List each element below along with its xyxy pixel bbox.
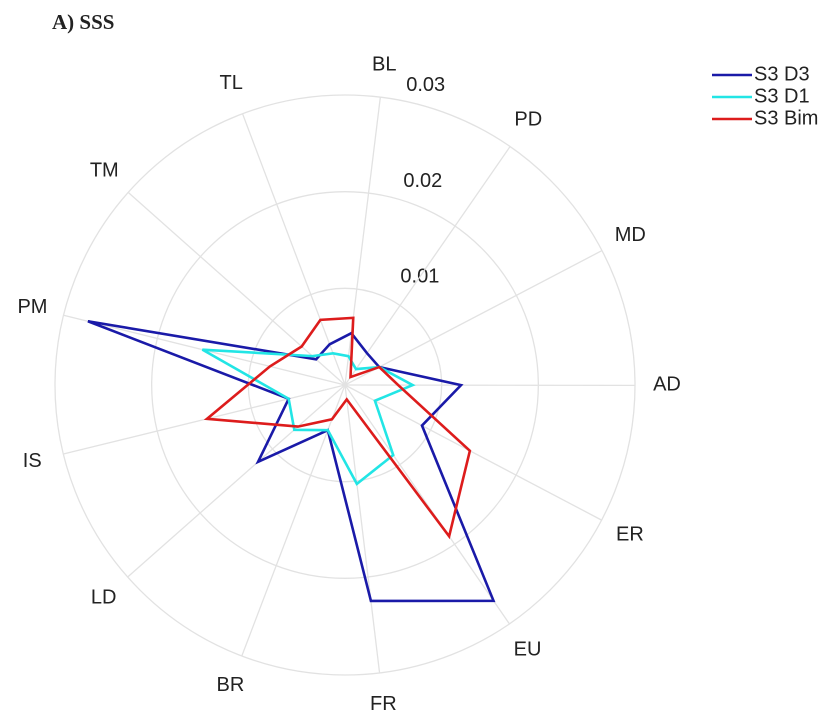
spoke (241, 113, 346, 386)
spoke (344, 249, 603, 386)
legend-label: S3 D3 (754, 63, 810, 85)
category-label: ER (616, 523, 644, 545)
r-tick-label: 0.03 (406, 74, 445, 96)
category-label: PD (514, 109, 542, 131)
category-label: AD (653, 374, 681, 396)
category-label: EU (514, 639, 542, 661)
r-tick-label: 0.02 (403, 170, 442, 192)
category-label: MD (615, 224, 646, 246)
spoke (344, 384, 602, 521)
category-label: BR (217, 674, 245, 696)
category-label: BL (372, 54, 396, 76)
legend-label: S3 Bim (754, 107, 818, 129)
chart-title: A) SSS (52, 10, 114, 34)
spoke (344, 97, 381, 386)
spoke (344, 146, 511, 386)
category-label: LD (91, 586, 117, 608)
spoke (127, 191, 346, 386)
spoke (344, 384, 381, 674)
spoke (127, 384, 346, 578)
category-label: TM (90, 159, 119, 181)
legend-label: S3 D1 (754, 85, 810, 107)
category-label: IS (23, 450, 42, 472)
category-label: TL (220, 72, 243, 94)
category-label: PM (17, 296, 47, 318)
category-label: FR (370, 693, 397, 715)
series-polygon (201, 348, 416, 486)
series-polygon (203, 316, 472, 540)
spoke (344, 384, 510, 625)
